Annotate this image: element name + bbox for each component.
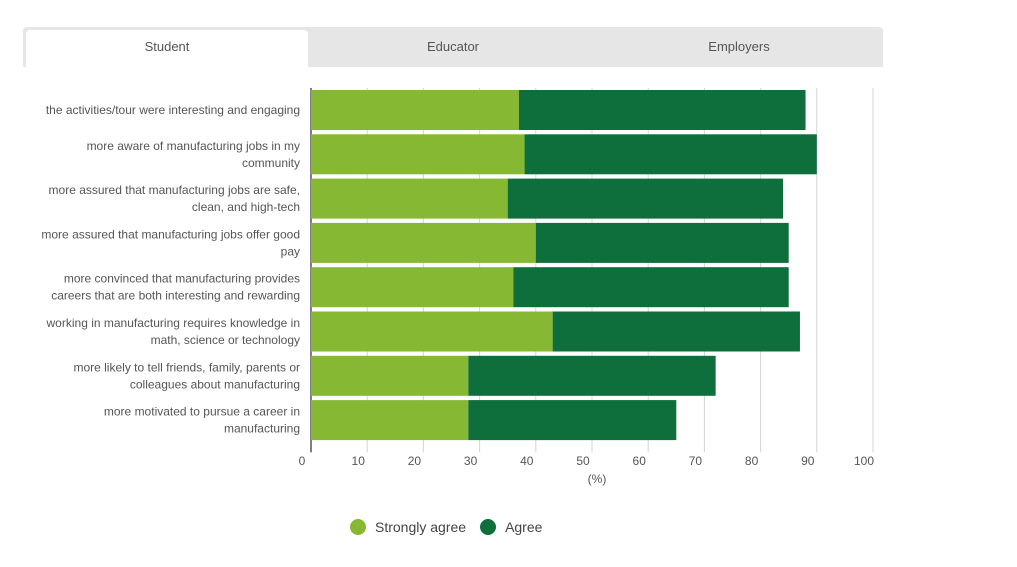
bar-agree <box>513 267 789 308</box>
bar-agree <box>535 222 789 263</box>
legend-swatch-agree <box>480 519 497 535</box>
tab-bar: Student Educator Employers <box>23 27 883 67</box>
bar-strongly-agree <box>311 178 508 219</box>
x-tick-label: 80 <box>745 454 759 468</box>
bar-agree <box>524 134 817 175</box>
legend-label-agree: Agree <box>505 519 543 535</box>
bar-strongly-agree <box>311 90 519 130</box>
category-label: clean, and high-tech <box>192 200 300 214</box>
x-tick-label: 50 <box>576 454 590 468</box>
category-label: careers that are both interesting and re… <box>51 289 300 303</box>
category-label: manufacturing <box>224 422 300 436</box>
legend-item-strongly-agree[interactable]: Strongly agree <box>350 519 466 535</box>
x-tick-label: 40 <box>520 454 534 468</box>
bar-strongly-agree <box>311 355 469 396</box>
category-label: more motivated to pursue a career in <box>104 405 300 419</box>
bar-strongly-agree <box>311 267 514 308</box>
x-tick-label: 60 <box>633 454 647 468</box>
category-label: colleagues about manufacturing <box>130 377 300 391</box>
category-label: math, science or technology <box>151 333 300 347</box>
category-label: working in manufacturing requires knowle… <box>46 316 300 330</box>
x-tick-label: 20 <box>408 454 422 468</box>
tab-student[interactable]: Student <box>26 30 308 67</box>
category-label: pay <box>281 244 300 258</box>
category-label: more aware of manufacturing jobs in my <box>87 139 300 153</box>
bar-strongly-agree <box>311 222 536 263</box>
bar-agree <box>507 178 784 219</box>
x-tick-label: 0 <box>299 454 306 468</box>
x-tick-label: 70 <box>689 454 703 468</box>
bar-strongly-agree <box>311 400 469 441</box>
legend: Strongly agree Agree <box>350 519 556 535</box>
category-label: the activities/tour were interesting and… <box>46 103 300 117</box>
category-label: more likely to tell friends, family, par… <box>73 360 300 374</box>
category-label: more assured that manufacturing jobs are… <box>49 183 300 197</box>
category-label: community <box>242 156 300 170</box>
x-tick-label: 90 <box>801 454 815 468</box>
bar-agree <box>552 311 800 352</box>
x-tick-label: 10 <box>352 454 366 468</box>
x-tick-label: 30 <box>464 454 478 468</box>
legend-item-agree[interactable]: Agree <box>480 519 542 535</box>
bar-agree <box>518 90 806 130</box>
legend-label-strongly-agree: Strongly agree <box>375 519 467 535</box>
x-tick-label: 100 <box>854 454 874 468</box>
bar-agree <box>468 400 677 441</box>
x-axis-title: (%) <box>588 472 607 486</box>
bar-strongly-agree <box>311 134 525 175</box>
tab-employers[interactable]: Employers <box>708 39 770 54</box>
category-label: more convinced that manufacturing provid… <box>64 272 300 286</box>
category-label: more assured that manufacturing jobs off… <box>41 227 300 241</box>
tab-educator[interactable]: Educator <box>426 39 480 54</box>
legend-swatch-strongly-agree <box>350 519 366 535</box>
bar-agree <box>468 355 716 396</box>
bar-strongly-agree <box>311 311 553 352</box>
